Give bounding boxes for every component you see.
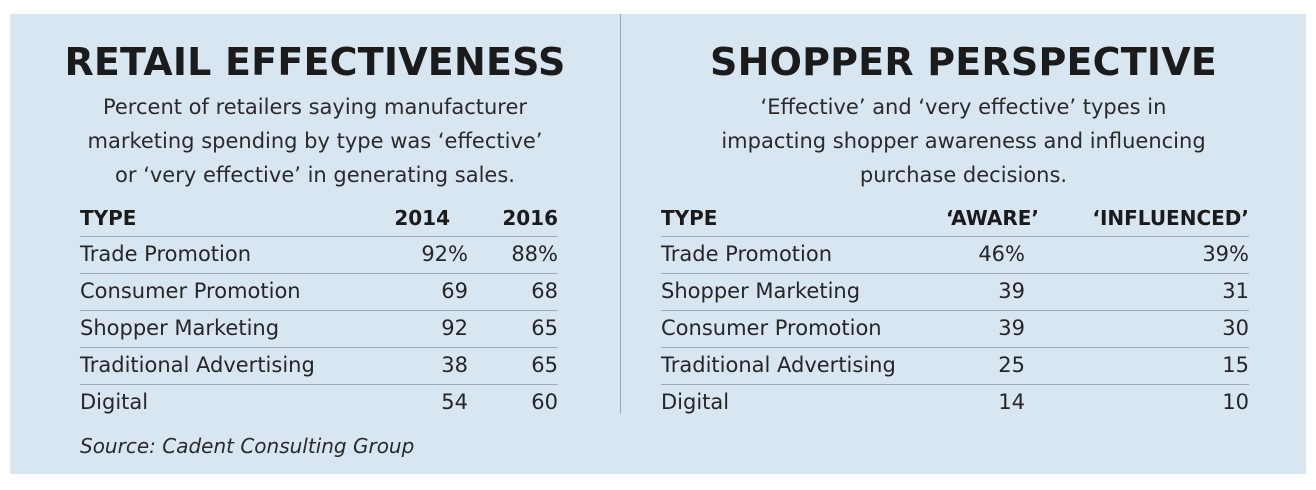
row-value-2016: 88%	[511, 242, 558, 266]
row-value-2014: 69	[441, 279, 468, 303]
header-2014: 2014	[394, 206, 450, 230]
row-value-influenced: 10	[1222, 390, 1249, 414]
row-value-2016: 65	[531, 353, 558, 377]
source-note: Source: Cadent Consulting Group	[80, 434, 415, 458]
row-value-aware: 46%	[978, 242, 1025, 266]
header-influenced: ‘INFLUENCED’	[1092, 206, 1249, 230]
row-value-2016: 60	[531, 390, 558, 414]
row-value-aware: 39	[998, 279, 1025, 303]
row-type: Traditional Advertising	[661, 353, 896, 377]
row-value-aware: 14	[998, 390, 1025, 414]
header-type: TYPE	[661, 206, 718, 230]
retail-title: RETAIL EFFECTIVENESS	[64, 40, 566, 84]
panel-divider	[620, 14, 621, 414]
header-2016: 2016	[502, 206, 558, 230]
row-value-2014: 38	[441, 353, 468, 377]
shopper-title: SHOPPER PERSPECTIVE	[710, 40, 1217, 84]
table-row: Trade Promotion 46% 39%	[661, 236, 1249, 273]
table-row: Shopper Marketing 92 65	[80, 310, 558, 347]
row-value-influenced: 30	[1222, 316, 1249, 340]
shopper-subtitle-line: purchase decisions.	[859, 163, 1068, 187]
shopper-subtitle: ‘Effective’ and ‘very effective’ types i…	[621, 90, 1306, 192]
retail-table: TYPE 2014 2016 Trade Promotion 92% 88% C…	[80, 200, 558, 421]
table-row: Shopper Marketing 39 31	[661, 273, 1249, 310]
header-aware: ‘AWARE’	[945, 206, 1039, 230]
row-type: Consumer Promotion	[661, 316, 882, 340]
header-type: TYPE	[80, 206, 137, 230]
shopper-table-header: TYPE ‘AWARE’ ‘INFLUENCED’	[661, 200, 1249, 236]
row-type: Shopper Marketing	[80, 316, 280, 340]
row-type: Shopper Marketing	[661, 279, 861, 303]
row-type: Digital	[661, 390, 730, 414]
retail-subtitle-line: marketing spending by type was ‘effectiv…	[87, 129, 543, 153]
table-row: Digital 54 60	[80, 384, 558, 421]
row-value-aware: 25	[998, 353, 1025, 377]
row-value-2016: 68	[531, 279, 558, 303]
row-value-2014: 92	[441, 316, 468, 340]
table-row: Consumer Promotion 69 68	[80, 273, 558, 310]
row-value-influenced: 31	[1222, 279, 1249, 303]
table-row: Traditional Advertising 25 15	[661, 347, 1249, 384]
row-type: Consumer Promotion	[80, 279, 301, 303]
row-value-influenced: 15	[1222, 353, 1249, 377]
shopper-table: TYPE ‘AWARE’ ‘INFLUENCED’ Trade Promotio…	[661, 200, 1249, 421]
row-type: Trade Promotion	[661, 242, 833, 266]
row-type: Digital	[80, 390, 149, 414]
row-type: Traditional Advertising	[80, 353, 315, 377]
table-row: Traditional Advertising 38 65	[80, 347, 558, 384]
row-type: Trade Promotion	[80, 242, 252, 266]
row-value-influenced: 39%	[1202, 242, 1249, 266]
retail-table-header: TYPE 2014 2016	[80, 200, 558, 236]
row-value-aware: 39	[998, 316, 1025, 340]
table-row: Digital 14 10	[661, 384, 1249, 421]
shopper-subtitle-line: ‘Effective’ and ‘very effective’ types i…	[760, 95, 1167, 119]
table-row: Trade Promotion 92% 88%	[80, 236, 558, 273]
row-value-2016: 65	[531, 316, 558, 340]
retail-subtitle-line: or ‘very effective’ in generating sales.	[115, 163, 515, 187]
retail-subtitle: Percent of retailers saying manufacturer…	[10, 90, 620, 192]
row-value-2014: 92%	[421, 242, 468, 266]
retail-subtitle-line: Percent of retailers saying manufacturer	[102, 95, 528, 119]
table-row: Consumer Promotion 39 30	[661, 310, 1249, 347]
row-value-2014: 54	[441, 390, 468, 414]
infographic: RETAIL EFFECTIVENESS Percent of retailer…	[10, 14, 1306, 474]
shopper-subtitle-line: impacting shopper awareness and influenc…	[721, 129, 1206, 153]
